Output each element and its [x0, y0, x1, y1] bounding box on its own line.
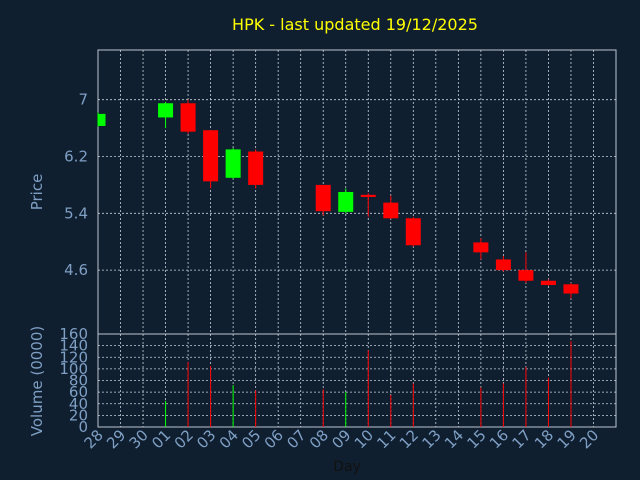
volume-tick-label: 140	[59, 337, 88, 355]
price-axis-label: Price	[28, 174, 46, 211]
volume-tick-label: 80	[69, 372, 88, 390]
volume-tick-label: 0	[78, 418, 88, 436]
candle-body	[405, 218, 421, 246]
x-tick-labels: 2829300102030405060708091011121314151617…	[81, 426, 603, 452]
candles	[97, 99, 579, 299]
candle-body	[98, 113, 106, 126]
chart-title: HPK - last updated 19/12/2025	[232, 15, 478, 34]
candle-body	[360, 194, 376, 197]
candle-body	[180, 103, 196, 132]
volume-bars	[165, 340, 572, 427]
price-tick-label: 5.4	[64, 204, 88, 222]
candle-body	[158, 103, 174, 118]
candle-body	[495, 259, 511, 271]
volume-tick-label: 160	[59, 325, 88, 343]
volume-tick-label: 100	[59, 360, 88, 378]
price-tick-label: 7	[78, 91, 88, 109]
volume-axis-label: Volume (0000)	[28, 326, 46, 436]
candle-body	[225, 149, 241, 178]
volume-tick-label: 60	[69, 383, 88, 401]
x-tick-label: 20	[576, 426, 602, 452]
candle-body	[383, 202, 399, 219]
candle-body	[203, 130, 219, 182]
volume-grid	[98, 334, 616, 427]
price-tick-label: 6.2	[64, 148, 88, 166]
volume-tick-label: 40	[69, 395, 88, 413]
candle-body	[563, 284, 579, 294]
candle-body	[248, 151, 264, 185]
volume-tick-label: 20	[69, 406, 88, 424]
candle-body	[518, 270, 534, 281]
candle-body	[338, 192, 354, 212]
x-axis-label: Day	[333, 459, 361, 475]
price-tick-label: 4.6	[64, 261, 88, 279]
price-grid	[98, 50, 616, 334]
candle-body	[315, 184, 331, 212]
price-plot-frame	[97, 49, 617, 335]
price-tick-labels: 7 6.2 5.4 4.6	[64, 91, 88, 279]
candle-body	[540, 280, 556, 286]
candle-body	[473, 242, 489, 253]
volume-tick-label: 120	[59, 348, 88, 366]
